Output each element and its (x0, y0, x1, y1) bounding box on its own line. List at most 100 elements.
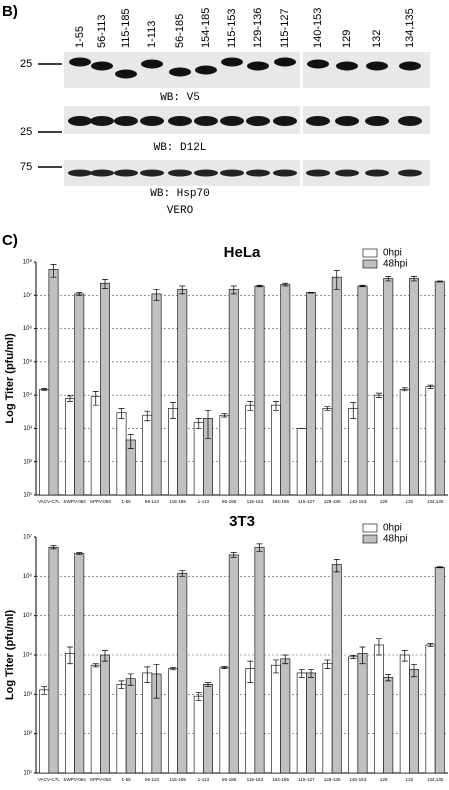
x-tick-label: 115-127 (298, 777, 315, 782)
blot-band (366, 61, 388, 71)
x-tick-label: 154-185 (272, 499, 289, 504)
bar (357, 285, 368, 496)
bar (228, 289, 239, 496)
bar (228, 554, 239, 774)
error-bar (350, 402, 357, 419)
marker-label: 75 (20, 161, 32, 173)
bar (409, 278, 419, 496)
error-bar (272, 401, 279, 411)
y-tick-label: 10⁶ (23, 573, 33, 580)
bar (177, 572, 188, 774)
error-bar (230, 285, 237, 295)
error-bar (179, 570, 186, 577)
x-tick-label: 56-185 (222, 499, 237, 504)
blot-band (168, 169, 192, 177)
lane-label: 134,135 (404, 8, 416, 48)
lane-label: 56-113 (96, 15, 108, 48)
bar (322, 408, 333, 496)
error-bar (308, 669, 315, 678)
error-bar (118, 680, 125, 689)
error-bar (436, 566, 443, 569)
blot-band (273, 116, 297, 126)
blot-band (68, 116, 92, 126)
marker-label: 25 (20, 126, 32, 138)
lane-label: 129-136 (252, 8, 264, 48)
bar (193, 695, 204, 774)
x-tick-label: 129 (380, 777, 388, 782)
error-bar (230, 552, 237, 558)
bar (100, 654, 110, 774)
bar (74, 293, 85, 496)
error-bar (375, 392, 382, 398)
y-tick-label: 10¹ (23, 771, 32, 777)
blot-band (195, 65, 217, 75)
error-bar (66, 395, 73, 402)
blot-band (114, 169, 138, 177)
bar (219, 667, 230, 774)
bar (125, 678, 136, 774)
x-tick-label: 1-55 (122, 777, 132, 782)
legend-label: 0hpi (383, 248, 402, 259)
y-axis-label: Log Titer (pfu/ml) (4, 610, 16, 701)
bar (100, 282, 110, 496)
x-tick-label: 134,135 (427, 777, 444, 782)
error-bar (247, 401, 254, 411)
blot-band (273, 169, 297, 177)
panel-label: C) (2, 232, 18, 249)
error-bar (153, 663, 160, 699)
x-tick-label: 129-136 (324, 499, 341, 504)
error-bar (195, 692, 202, 701)
bar (74, 553, 85, 774)
x-tick-label: 1-55 (122, 499, 132, 504)
bar (374, 394, 384, 496)
blot-band (90, 169, 114, 177)
bar (142, 672, 153, 774)
blot-band (140, 116, 164, 126)
bar (374, 644, 384, 774)
legend-label: 48hpi (383, 534, 407, 545)
bar (48, 546, 59, 774)
x-tick-label: VACV-C7L (38, 499, 60, 504)
blot-caption: WB: Hsp70 (150, 188, 209, 200)
blot-band (91, 61, 113, 71)
marker-label: 25 (20, 58, 32, 70)
legend-label: 48hpi (383, 259, 407, 270)
bar (434, 281, 445, 496)
x-tick-label: 129 (380, 499, 388, 504)
bar (90, 396, 101, 496)
error-bar (350, 654, 357, 659)
bar (296, 672, 307, 774)
blot-band (69, 57, 91, 67)
legend-swatch (362, 523, 378, 533)
x-tick-label: SPPV-063 (90, 499, 112, 504)
lane-label: 1-113 (146, 21, 158, 48)
error-bar (127, 434, 134, 449)
blot-band (335, 116, 359, 126)
y-tick-label: 10¹ (23, 493, 32, 499)
bar (348, 656, 359, 774)
blot-band (399, 61, 421, 71)
bar (322, 663, 333, 774)
blot-band (169, 67, 191, 77)
bar (425, 386, 436, 496)
error-bar (221, 413, 228, 418)
y-axis-label: Log Titer (pfu/ml) (4, 333, 16, 424)
bar (116, 683, 127, 774)
error-bar (102, 650, 109, 662)
blot-band (336, 61, 358, 71)
x-tick-label: SPPV-063 (90, 777, 112, 782)
bar (306, 292, 316, 496)
lane-label: 56-185 (174, 14, 186, 48)
error-bar (50, 263, 57, 278)
bar (254, 285, 265, 496)
lane-label: 154-185 (200, 8, 212, 48)
bar (383, 677, 394, 774)
error-bar (256, 284, 263, 288)
chart-title: 3T3 (229, 513, 255, 530)
bar (357, 653, 368, 774)
bar (383, 278, 394, 496)
bar (331, 564, 342, 774)
bar (90, 664, 101, 774)
bar (193, 422, 204, 496)
